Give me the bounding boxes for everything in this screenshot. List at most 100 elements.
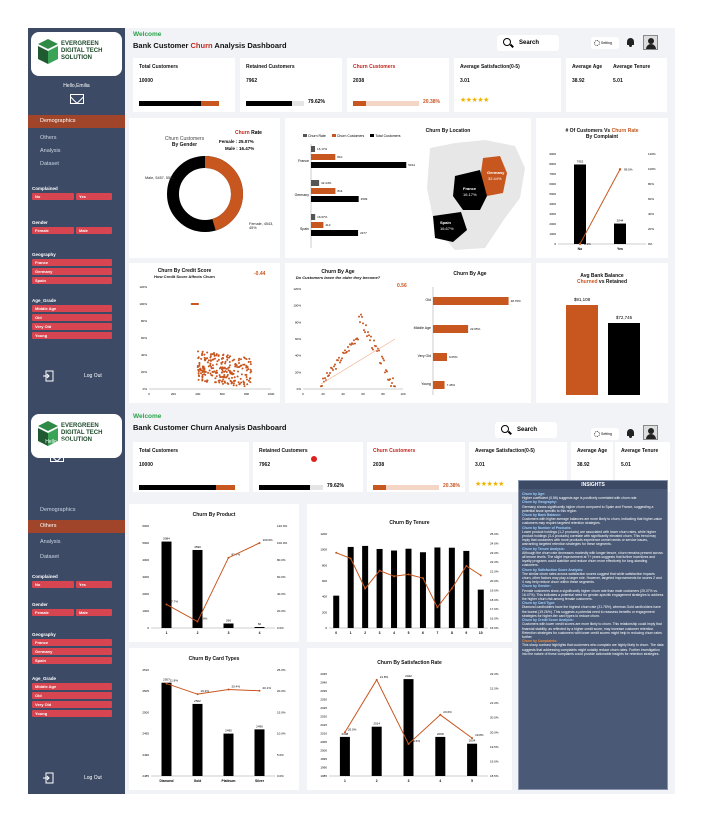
y2-tick: 20.0% xyxy=(490,730,499,734)
insight-text: This sharp contrast highlights that cust… xyxy=(522,643,664,656)
y-tick: 200 xyxy=(322,610,327,614)
bar-label: 48.76% xyxy=(511,299,522,303)
filter-option[interactable]: No xyxy=(32,581,74,588)
bar xyxy=(391,550,398,628)
filter-option[interactable]: Yes xyxy=(76,581,112,588)
y-tick: 0 xyxy=(147,626,149,630)
search-box[interactable]: Search xyxy=(495,422,557,438)
filter-option[interactable]: Very Old xyxy=(32,701,112,708)
scatter-point xyxy=(337,359,339,362)
scatter-point xyxy=(217,354,220,357)
nav-analysis[interactable]: Analysis xyxy=(40,148,61,154)
filter-option[interactable]: Old xyxy=(32,692,112,699)
scatter-point xyxy=(389,378,391,381)
scatter-point xyxy=(249,360,252,363)
nav-others[interactable]: Others xyxy=(28,520,125,533)
rate-line xyxy=(344,678,473,745)
scatter-point xyxy=(366,335,368,338)
rate-line xyxy=(166,542,260,623)
bar-churn xyxy=(311,188,336,194)
filter-title: Geography xyxy=(32,252,56,257)
mail-icon[interactable] xyxy=(50,452,64,462)
page-title: Bank Customer Churn Analysis Dashboard xyxy=(133,41,287,50)
insight-text: Diamond cardholders have the highest chu… xyxy=(522,605,661,618)
scatter-point xyxy=(237,381,240,384)
insight-text: Female customers show a significantly hi… xyxy=(522,588,664,602)
nav-demographics[interactable]: Demographics xyxy=(40,507,76,513)
scatter-point xyxy=(243,385,246,388)
filter-option[interactable]: France xyxy=(32,259,112,266)
scatter-point xyxy=(223,380,226,383)
filter-option[interactable]: Male xyxy=(76,609,112,616)
bar-label: 5014 xyxy=(408,163,415,167)
filter-option[interactable]: Yes xyxy=(76,193,112,200)
search-label: Search xyxy=(519,40,540,46)
filter-option[interactable]: Middle Age xyxy=(32,305,112,312)
y2-tick: 100.0% xyxy=(277,541,288,545)
y-tick: 5000 xyxy=(549,192,556,196)
kpi-value: 2038 xyxy=(353,78,365,84)
scatter-point xyxy=(207,365,210,368)
settings-button[interactable]: Setting xyxy=(591,37,619,49)
settings-button[interactable]: Setting xyxy=(591,428,619,440)
insights-title: INSIGHTS xyxy=(519,481,667,489)
kpi-total-customers: Total Customers 10000 xyxy=(133,442,249,492)
nav-dataset[interactable]: Dataset xyxy=(40,161,59,167)
bell-icon[interactable] xyxy=(626,428,635,439)
filter-option[interactable]: France xyxy=(32,639,112,646)
y2-tick: 120% xyxy=(648,152,656,156)
filter-option[interactable]: Female xyxy=(32,609,74,616)
bar xyxy=(403,679,414,776)
filter-option[interactable]: Germany xyxy=(32,268,112,275)
scatter-point xyxy=(375,345,377,348)
settings-label: Setting xyxy=(601,41,612,45)
filter-option[interactable]: Young xyxy=(32,710,112,717)
panel-churn-by-gender: Churn Customers By Gender Churn Rate Fema… xyxy=(129,118,280,258)
filter-option[interactable]: Old xyxy=(32,314,112,321)
filter-option[interactable]: Spain xyxy=(32,657,112,664)
y-tick: 100% xyxy=(139,302,147,306)
filter-option[interactable]: No xyxy=(32,193,74,200)
filter-option[interactable]: Very Old xyxy=(32,323,112,330)
location-bar-chart: France 16.17% 810 5014 Germany 32.44% 814 2509 S… xyxy=(295,144,415,248)
scatter-point xyxy=(231,359,234,362)
filter-option[interactable]: Female xyxy=(32,227,74,234)
bar xyxy=(433,353,448,361)
kpi-label: Churn Customers xyxy=(373,448,416,454)
x-tick: 0 xyxy=(302,392,304,396)
scatter-point xyxy=(226,382,229,385)
nav-dataset[interactable]: Dataset xyxy=(40,554,59,560)
y-tick: 1000 xyxy=(549,232,556,236)
y-tick: 1200 xyxy=(320,532,327,536)
line-label: 27.7% xyxy=(170,599,179,603)
avatar[interactable] xyxy=(643,425,658,440)
filter-option[interactable]: Spain xyxy=(32,277,112,284)
scatter-point xyxy=(201,365,204,368)
mail-icon[interactable] xyxy=(70,94,84,104)
filter-option[interactable]: Middle Age xyxy=(32,683,112,690)
logout-icon xyxy=(43,772,54,784)
nav-analysis[interactable]: Analysis xyxy=(40,539,61,545)
bar xyxy=(434,547,441,628)
avatar[interactable] xyxy=(643,35,658,50)
filter-option[interactable]: Male xyxy=(76,227,112,234)
filter-option[interactable]: Young xyxy=(32,332,112,339)
line-label: 20.1% xyxy=(263,686,272,690)
x-tick: 800 xyxy=(244,392,249,396)
scatter-point xyxy=(222,375,225,378)
bar-label: $72,745 xyxy=(616,315,633,320)
scatter-point xyxy=(233,379,236,382)
nav-demographics[interactable]: Demographics xyxy=(28,115,125,128)
welcome-text: Welcome xyxy=(133,413,162,420)
bar-label: 2477 xyxy=(360,231,367,235)
y-tick: 60% xyxy=(141,336,147,340)
line-label: 0.1% xyxy=(584,242,591,246)
kpi-value: 7962 xyxy=(259,462,271,468)
category-label: Middle Age xyxy=(414,326,431,330)
filter-option[interactable]: Germany xyxy=(32,648,112,655)
scatter-point xyxy=(239,364,242,367)
bell-icon[interactable] xyxy=(626,37,635,48)
search-box[interactable]: Search xyxy=(497,35,559,51)
tenure-title: Churn By Tenure xyxy=(389,520,430,526)
nav-others[interactable]: Others xyxy=(40,135,57,141)
